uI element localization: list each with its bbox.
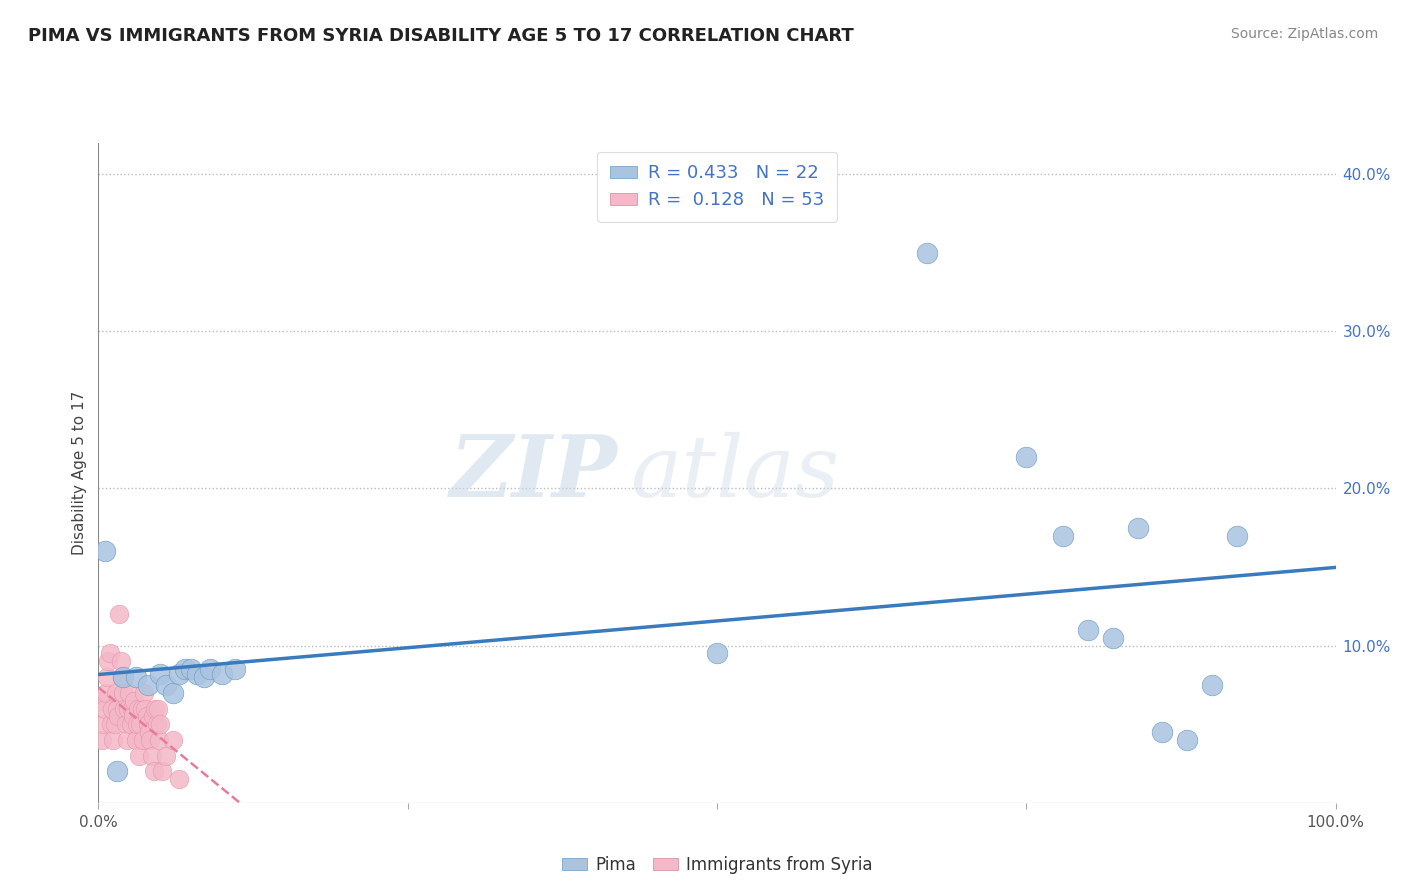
Text: PIMA VS IMMIGRANTS FROM SYRIA DISABILITY AGE 5 TO 17 CORRELATION CHART: PIMA VS IMMIGRANTS FROM SYRIA DISABILITY…: [28, 27, 853, 45]
Point: [186, 667, 208, 681]
Point: [91, 733, 114, 747]
Point: [124, 733, 146, 747]
Point: [105, 764, 128, 779]
Point: [145, 717, 167, 731]
Text: Source: ZipAtlas.com: Source: ZipAtlas.com: [1230, 27, 1378, 41]
Point: [155, 678, 177, 692]
Point: [112, 701, 135, 715]
Point: [105, 701, 128, 715]
Point: [193, 670, 215, 684]
Point: [101, 701, 124, 715]
Point: [1015, 450, 1038, 464]
Point: [135, 709, 157, 723]
Point: [112, 670, 135, 684]
Point: [93, 701, 115, 715]
Point: [98, 647, 121, 661]
Point: [103, 733, 125, 747]
Point: [142, 709, 165, 723]
Point: [180, 662, 202, 676]
Point: [118, 686, 141, 700]
Point: [112, 686, 135, 700]
Text: atlas: atlas: [630, 432, 839, 514]
Point: [110, 654, 132, 668]
Point: [127, 701, 149, 715]
Point: [167, 772, 190, 787]
Point: [103, 717, 125, 731]
Point: [706, 647, 728, 661]
Point: [139, 733, 162, 747]
Point: [149, 667, 172, 681]
Point: [125, 717, 148, 731]
Point: [143, 701, 166, 715]
Point: [124, 670, 146, 684]
Point: [162, 733, 184, 747]
Point: [121, 701, 143, 715]
Point: [131, 701, 153, 715]
Point: [108, 607, 131, 622]
Point: [1152, 725, 1174, 739]
Point: [174, 662, 197, 676]
Point: [107, 709, 129, 723]
Point: [917, 245, 939, 260]
Point: [104, 686, 127, 700]
Point: [1077, 623, 1099, 637]
Point: [114, 717, 136, 731]
Y-axis label: Disability Age 5 to 17: Disability Age 5 to 17: [72, 391, 87, 555]
Point: [93, 544, 115, 558]
Point: [96, 670, 118, 684]
Point: [128, 748, 150, 763]
Point: [124, 693, 146, 707]
Point: [167, 667, 190, 681]
Point: [117, 701, 139, 715]
Point: [1102, 631, 1125, 645]
Point: [162, 686, 184, 700]
Point: [138, 725, 160, 739]
Point: [136, 678, 159, 692]
Point: [211, 667, 233, 681]
Point: [129, 717, 152, 731]
Legend: Pima, Immigrants from Syria: Pima, Immigrants from Syria: [555, 849, 879, 880]
Point: [155, 748, 177, 763]
Point: [94, 686, 117, 700]
Point: [134, 701, 156, 715]
Point: [100, 717, 122, 731]
Point: [141, 748, 163, 763]
Point: [111, 670, 134, 684]
Point: [93, 717, 115, 731]
Point: [134, 686, 156, 700]
Point: [198, 662, 221, 676]
Point: [150, 764, 173, 779]
Point: [1175, 733, 1198, 747]
Point: [224, 662, 246, 676]
Point: [143, 764, 166, 779]
Point: [146, 701, 169, 715]
Point: [132, 733, 155, 747]
Point: [148, 733, 170, 747]
Point: [136, 717, 159, 731]
Point: [120, 717, 142, 731]
Text: ZIP: ZIP: [450, 431, 619, 515]
Point: [1201, 678, 1223, 692]
Point: [97, 654, 120, 668]
Point: [122, 709, 145, 723]
Point: [115, 733, 138, 747]
Point: [149, 717, 172, 731]
Point: [1226, 528, 1249, 542]
Point: [1052, 528, 1074, 542]
Point: [1126, 521, 1149, 535]
Point: [90, 693, 112, 707]
